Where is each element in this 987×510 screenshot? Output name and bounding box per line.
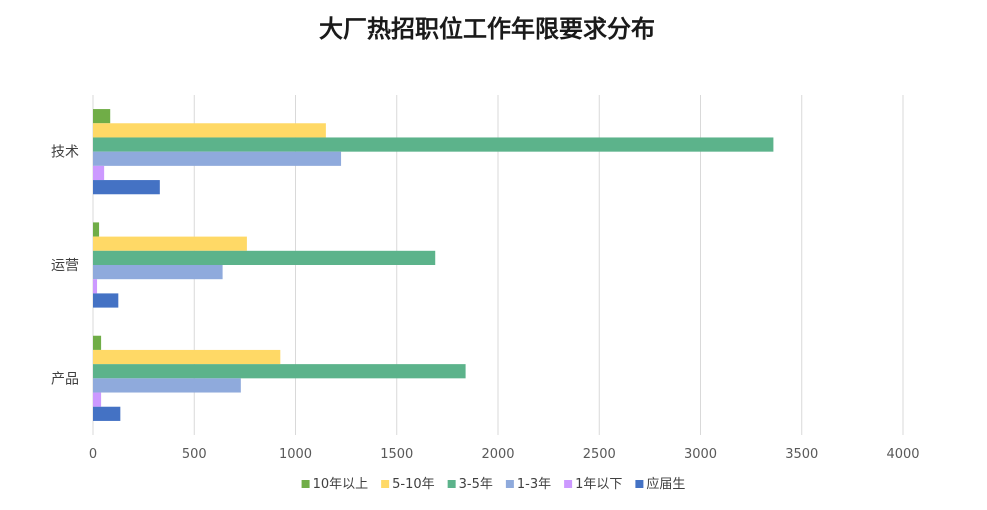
legend-label: 3-5年	[459, 477, 493, 492]
x-tick-label: 3500	[785, 447, 818, 462]
legend-item: 5-10年	[381, 477, 435, 492]
x-tick-label: 2000	[481, 447, 514, 462]
bar-产品-1年以下	[93, 392, 102, 407]
bars	[93, 109, 774, 421]
legend-item: 10年以上	[301, 477, 369, 492]
x-tick-label: 2500	[583, 447, 616, 462]
bar-技术-10年以上	[93, 109, 111, 124]
x-axis-tick-labels: 0 500 1000 1500 2000 2500 3000 3500 4000	[89, 447, 920, 462]
bar-运营-应届生	[93, 293, 119, 308]
legend-swatch	[635, 480, 644, 488]
x-tick-label: 0	[89, 447, 97, 462]
x-tick-label: 1500	[380, 447, 413, 462]
legend-label: 10年以上	[313, 477, 369, 492]
legend-swatch	[447, 480, 456, 488]
bar-技术-5-10年	[93, 123, 326, 138]
x-tick-label: 4000	[886, 447, 919, 462]
legend-label: 5-10年	[392, 477, 435, 492]
x-tick-label: 3000	[684, 447, 717, 462]
bar-运营-5-10年	[93, 236, 247, 251]
bar-技术-3-5年	[93, 137, 774, 152]
bar-运营-1年以下	[93, 279, 98, 294]
legend-label: 1-3年	[517, 477, 551, 492]
x-tick-label: 500	[182, 447, 207, 462]
legend-item: 3-5年	[447, 477, 493, 492]
bar-运营-10年以上	[93, 222, 100, 237]
bar-运营-3-5年	[93, 250, 436, 265]
category-label: 技术	[51, 145, 79, 161]
legend-swatch	[381, 480, 390, 488]
legend-swatch	[301, 480, 310, 488]
legend-item: 1年以下	[564, 477, 622, 492]
category-label: 产品	[51, 371, 79, 387]
legend-item: 1-3年	[505, 477, 551, 492]
bar-产品-5-10年	[93, 349, 281, 365]
bar-技术-应届生	[93, 180, 160, 195]
bar-运营-1-3年	[93, 265, 223, 280]
bar-产品-10年以上	[93, 335, 102, 350]
bar-产品-3-5年	[93, 364, 466, 379]
bar-产品-应届生	[93, 406, 121, 421]
bar-产品-1-3年	[93, 378, 241, 393]
legend-swatch	[505, 480, 514, 488]
x-tick-label: 1000	[279, 447, 312, 462]
legend-label: 应届生	[646, 476, 685, 492]
chart-title: 大厂热招职位工作年限要求分布	[319, 15, 655, 43]
category-label: 运营	[51, 258, 79, 274]
legend-swatch	[564, 480, 573, 488]
bar-技术-1年以下	[93, 165, 105, 181]
legend-label: 1年以下	[575, 477, 622, 492]
bar-技术-1-3年	[93, 151, 342, 166]
legend-item: 应届生	[635, 476, 685, 492]
legend: 10年以上 5-10年 3-5年 1-3年 1年以下 应届生	[301, 476, 685, 492]
